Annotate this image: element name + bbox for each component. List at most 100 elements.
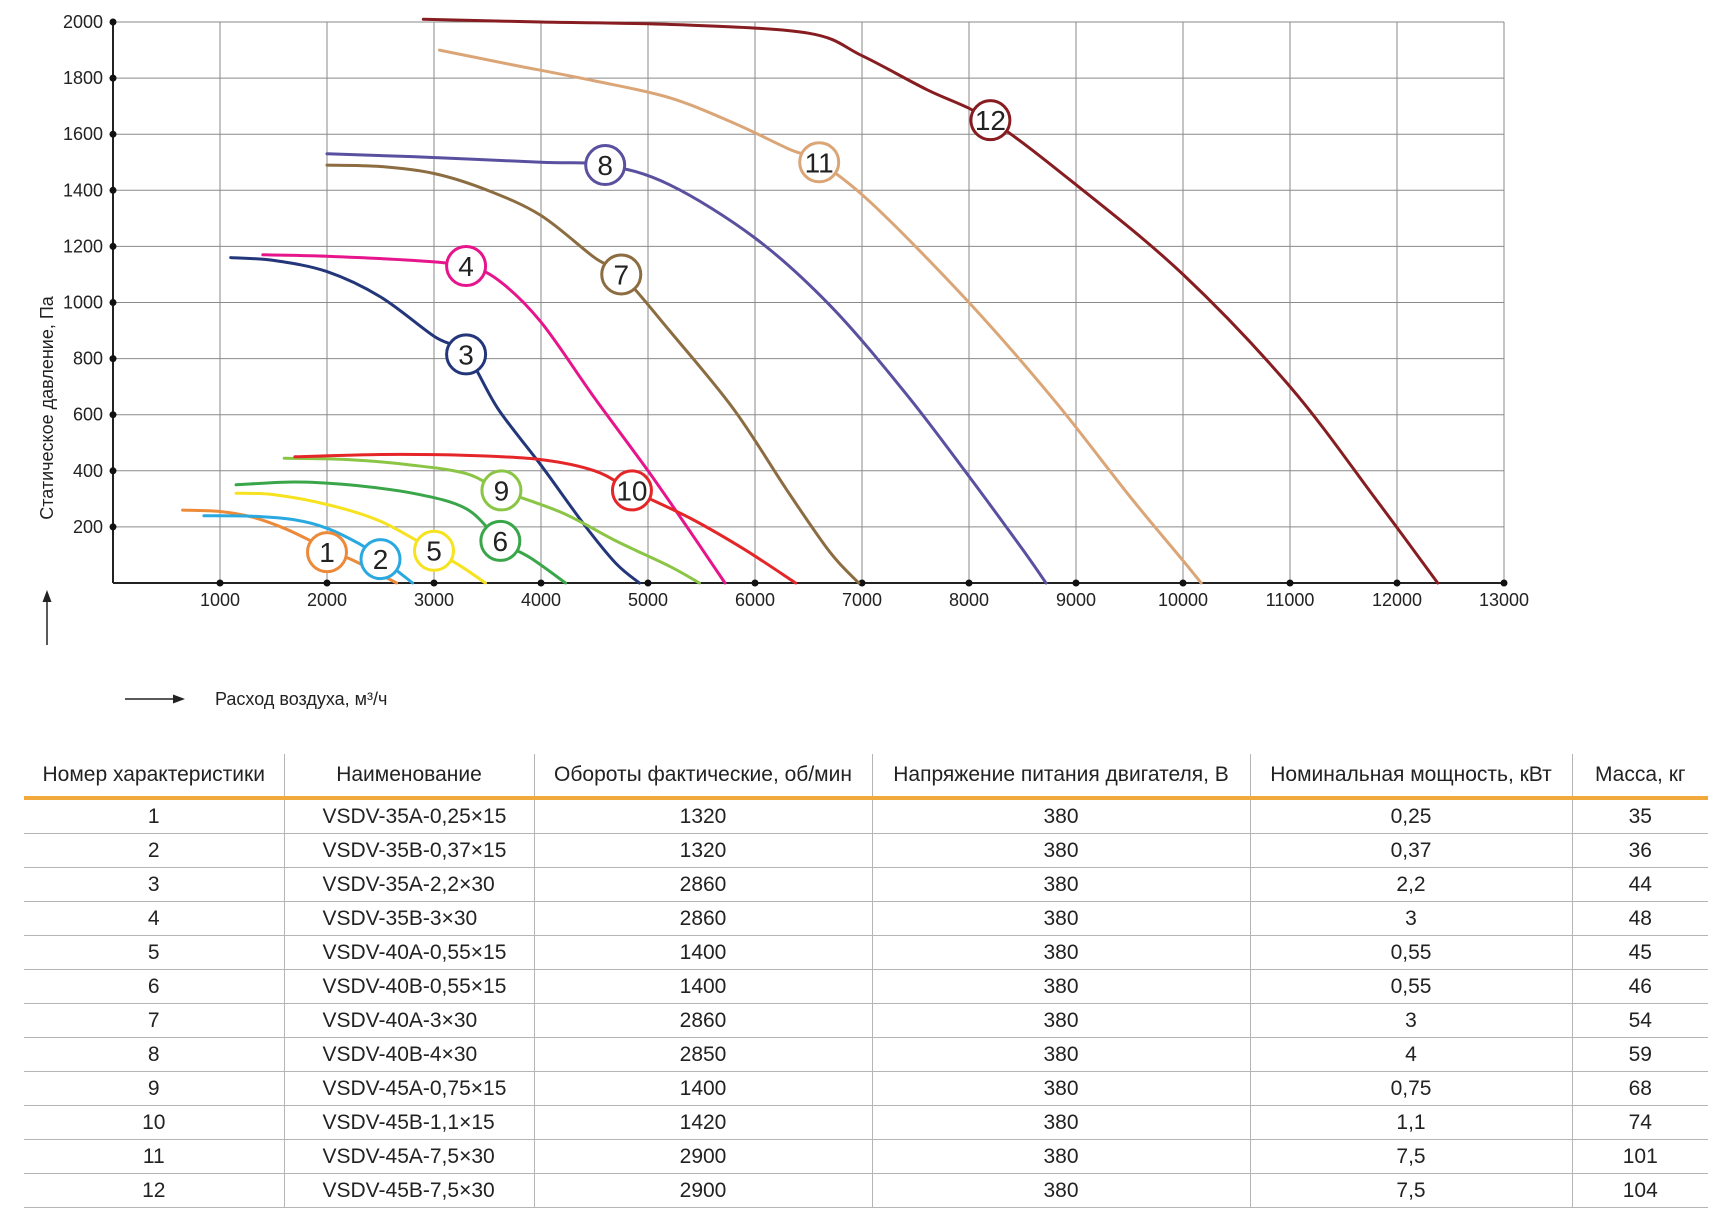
y-tick-label: 1800 (63, 68, 103, 88)
curve-label-5: 5 (413, 529, 455, 572)
cell-mass: 68 (1571, 1071, 1708, 1106)
x-tick-label: 10000 (1158, 590, 1208, 610)
cell-number: 8 (24, 1037, 284, 1072)
header-mass: Масса, кг (1571, 754, 1708, 800)
curve-6 (234, 480, 568, 585)
header-rpm: Обороты фактические, об/мин (533, 754, 872, 800)
cell-rpm: 1420 (533, 1105, 872, 1140)
curve-label-1: 1 (306, 531, 348, 574)
cell-power: 0,55 (1249, 969, 1572, 1004)
curve-10 (293, 452, 798, 585)
cell-rpm: 2860 (533, 1003, 872, 1038)
cell-power: 7,5 (1249, 1139, 1572, 1174)
curve-label-9: 9 (480, 469, 523, 512)
table-row: 5 VSDV-40A-0,55×15 1400 380 0,55 45 (24, 935, 1708, 970)
cell-power: 0,75 (1249, 1071, 1572, 1106)
table-header-row: Номер характеристики Наименование Оборот… (24, 754, 1708, 800)
cell-mass: 101 (1571, 1139, 1708, 1174)
table-row: 12 VSDV-45B-7,5×30 2900 380 7,5 104 (24, 1173, 1708, 1208)
curve-label-circle (969, 99, 1012, 142)
curve-label-7: 7 (600, 253, 643, 296)
x-tick-label: 8000 (949, 590, 989, 610)
cell-voltage: 380 (871, 867, 1250, 902)
curve-label-number: 12 (975, 105, 1006, 136)
cell-name: VSDV-45A-7,5×30 (283, 1139, 534, 1174)
x-tick-label: 11000 (1266, 590, 1315, 610)
curve-label-3: 3 (445, 333, 488, 376)
cell-mass: 36 (1571, 833, 1708, 868)
y-tick-dot (109, 411, 117, 419)
cell-mass: 46 (1571, 969, 1708, 1004)
cell-rpm: 1320 (533, 798, 872, 834)
curve-label-number: 1 (319, 537, 335, 568)
header-power: Номинальная мощность, кВт (1249, 754, 1572, 800)
cell-voltage: 380 (871, 901, 1250, 936)
table-row: 2 VSDV-35B-0,37×15 1320 380 0,37 36 (24, 833, 1708, 868)
table-body: 1 VSDV-35A-0,25×15 1320 380 0,25 35 2 VSDV-35B-… (24, 798, 1708, 1208)
cell-name: VSDV-35B-0,37×15 (283, 833, 534, 868)
curve-label-11: 11 (798, 141, 841, 184)
header-name: Наименование (283, 754, 534, 800)
y-tick-dot (109, 130, 117, 138)
cell-power: 7,5 (1249, 1173, 1572, 1208)
cell-rpm: 1400 (533, 935, 872, 970)
x-tick-label: 1000 (200, 590, 240, 610)
cell-power: 0,55 (1249, 935, 1572, 970)
cell-voltage: 380 (871, 1037, 1250, 1072)
cell-name: VSDV-35B-3×30 (283, 901, 534, 936)
y-tick-dot (109, 74, 117, 82)
x-tick-label: 2000 (307, 590, 347, 610)
curve-label-circle (610, 469, 653, 512)
cell-rpm: 2850 (533, 1037, 872, 1072)
chart-axes: 1000 2000 3000 4000 5000 6000 7000 8000 9000 1000… (63, 12, 1529, 610)
y-tick-dot (109, 242, 117, 250)
curve-label-number: 10 (616, 475, 647, 506)
cell-voltage: 380 (871, 1105, 1250, 1140)
curve-2 (202, 514, 415, 585)
x-tick-label: 13000 (1479, 590, 1529, 610)
cell-number: 3 (24, 867, 284, 902)
x-tick-dot (1393, 579, 1401, 587)
curve-4 (261, 253, 727, 585)
cell-mass: 44 (1571, 867, 1708, 902)
x-tick-dot (858, 579, 866, 587)
cell-name: VSDV-40A-0,55×15 (283, 935, 534, 970)
x-tick-label: 12000 (1372, 590, 1422, 610)
x-tick-dot (1286, 579, 1294, 587)
cell-rpm: 2860 (533, 901, 872, 936)
cell-number: 10 (24, 1105, 284, 1140)
x-tick-dot (965, 579, 973, 587)
cell-rpm: 2860 (533, 867, 872, 902)
cell-number: 4 (24, 901, 284, 936)
y-tick-label: 1600 (63, 124, 103, 144)
x-tick-label: 3000 (414, 590, 454, 610)
curve-label-circle (445, 245, 488, 288)
curve-11 (437, 48, 1203, 585)
cell-power: 3 (1249, 901, 1572, 936)
cell-rpm: 2900 (533, 1173, 872, 1208)
curve-label-number: 8 (597, 150, 613, 181)
cell-rpm: 2900 (533, 1139, 872, 1174)
x-tick-dot (323, 579, 331, 587)
curve-8 (325, 152, 1048, 585)
cell-voltage: 380 (871, 1003, 1250, 1038)
x-axis-arrow (125, 694, 185, 704)
y-tick-dot (109, 523, 117, 531)
table-row: 3 VSDV-35A-2,2×30 2860 380 2,2 44 (24, 867, 1708, 902)
curve-label-circle (480, 469, 523, 512)
cell-name: VSDV-40A-3×30 (283, 1003, 534, 1038)
cell-voltage: 380 (871, 1173, 1250, 1208)
curve-label-4: 4 (445, 245, 488, 288)
curve-label-circle (306, 531, 348, 574)
curve-label-number: 5 (426, 536, 442, 567)
cell-number: 5 (24, 935, 284, 970)
y-tick-label: 2000 (63, 12, 103, 32)
cell-rpm: 1400 (533, 1071, 872, 1106)
table-row: 6 VSDV-40B-0,55×15 1400 380 0,55 46 (24, 969, 1708, 1004)
header-voltage: Напряжение питания двигателя, В (871, 754, 1250, 800)
table-row: 4 VSDV-35B-3×30 2860 380 3 48 (24, 901, 1708, 936)
x-tick-dot (537, 579, 545, 587)
curve-label-circle (359, 538, 402, 581)
cell-power: 2,2 (1249, 867, 1572, 902)
curve-label-number: 2 (373, 544, 389, 575)
